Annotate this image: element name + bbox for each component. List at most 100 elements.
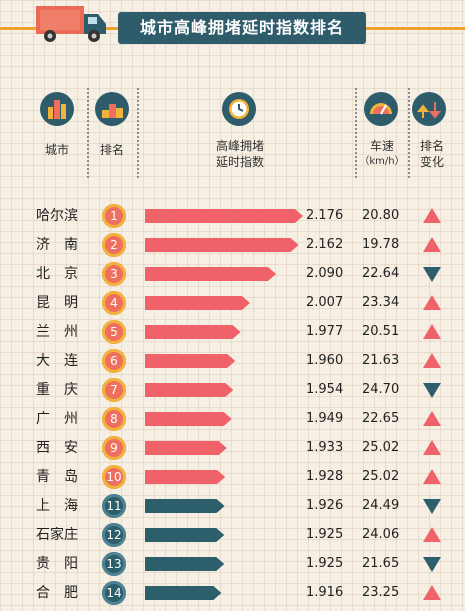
index-bar xyxy=(145,441,227,455)
rank-down-arrow-icon xyxy=(423,499,441,514)
speed-value: 21.65 xyxy=(362,556,400,571)
index-value: 1.933 xyxy=(306,440,344,455)
rank-down-arrow-icon xyxy=(423,383,441,398)
index-bar xyxy=(145,557,225,571)
index-value: 1.977 xyxy=(306,324,344,339)
index-value: 1.960 xyxy=(306,353,344,368)
speedometer-icon xyxy=(364,92,398,126)
rank-up-arrow-icon xyxy=(423,208,441,223)
header-speed-line1: 车速 xyxy=(369,139,394,153)
city-name: 合 肥 xyxy=(36,585,78,601)
speed-value: 22.64 xyxy=(362,266,400,281)
index-value: 1.916 xyxy=(306,585,344,600)
index-value: 1.928 xyxy=(306,469,344,484)
header-index-line1: 高峰拥堵 xyxy=(215,139,264,153)
banner-right-line xyxy=(362,27,465,30)
city-name: 济 南 xyxy=(36,237,78,253)
rank-up-arrow-icon xyxy=(423,411,441,426)
index-bar xyxy=(145,296,250,310)
rank-badge: 11 xyxy=(102,494,126,518)
index-bar xyxy=(145,354,236,368)
rank-badge: 7 xyxy=(102,378,126,402)
podium-icon xyxy=(95,92,129,126)
index-bar xyxy=(145,499,225,513)
index-value: 1.925 xyxy=(306,527,344,542)
rank-badge: 5 xyxy=(102,320,126,344)
index-value: 2.176 xyxy=(306,208,344,223)
rank-badge: 8 xyxy=(102,407,126,431)
rank-down-arrow-icon xyxy=(423,267,441,282)
speed-value: 23.25 xyxy=(362,585,400,600)
rank-badge: 14 xyxy=(102,581,126,605)
index-bar xyxy=(145,412,232,426)
city-name: 昆 明 xyxy=(36,295,78,311)
rank-badge: 3 xyxy=(102,262,126,286)
index-value: 1.954 xyxy=(306,382,344,397)
speed-value: 24.06 xyxy=(362,527,400,542)
rank-badge: 1 xyxy=(102,204,126,228)
index-bar xyxy=(145,238,299,252)
rank-down-arrow-icon xyxy=(423,557,441,572)
truck-icon xyxy=(36,6,106,42)
city-name: 重 庆 xyxy=(36,382,78,398)
index-bar xyxy=(145,528,225,542)
speed-value: 22.65 xyxy=(362,411,400,426)
rank-up-arrow-icon xyxy=(423,527,441,542)
city-name: 兰 州 xyxy=(36,324,78,340)
rank-badge: 9 xyxy=(102,436,126,460)
city-name: 哈尔滨 xyxy=(36,208,78,224)
index-bar xyxy=(145,325,241,339)
speed-value: 23.34 xyxy=(362,295,400,310)
header-change-line2: 变化 xyxy=(419,155,444,169)
speed-value: 25.02 xyxy=(362,440,400,455)
rank-up-arrow-icon xyxy=(423,295,441,310)
city-name: 西 安 xyxy=(36,440,78,456)
header-index-line2: 延时指数 xyxy=(215,155,264,169)
city-name: 石家庄 xyxy=(36,527,78,543)
city-name: 贵 阳 xyxy=(36,556,78,572)
speed-value: 20.51 xyxy=(362,324,400,339)
index-bar xyxy=(145,383,234,397)
page-title: 城市高峰拥堵延时指数排名 xyxy=(118,12,366,44)
rank-badge: 2 xyxy=(102,233,126,257)
speed-value: 19.78 xyxy=(362,237,400,252)
index-value: 1.949 xyxy=(306,411,344,426)
header-speed-line2: （km/h） xyxy=(359,156,405,167)
city-name: 青 岛 xyxy=(36,469,78,485)
city-name: 大 连 xyxy=(36,353,78,369)
index-value: 2.090 xyxy=(306,266,344,281)
rank-badge: 6 xyxy=(102,349,126,373)
index-bar xyxy=(145,267,277,281)
index-bar xyxy=(145,209,303,223)
speed-value: 25.02 xyxy=(362,469,400,484)
index-value: 1.926 xyxy=(306,498,344,513)
banner: 城市高峰拥堵延时指数排名 xyxy=(0,0,465,52)
column-separator xyxy=(355,88,357,178)
city-name: 上 海 xyxy=(36,498,78,514)
city-name: 广 州 xyxy=(36,411,78,427)
rank-badge: 12 xyxy=(102,523,126,547)
city-buildings-icon xyxy=(40,92,74,126)
header-change-line1: 排名 xyxy=(419,139,444,153)
rank-badge: 10 xyxy=(102,465,126,489)
index-bar xyxy=(145,586,222,600)
rank-badge: 13 xyxy=(102,552,126,576)
rank-up-arrow-icon xyxy=(423,440,441,455)
speed-value: 20.80 xyxy=(362,208,400,223)
rank-up-arrow-icon xyxy=(423,237,441,252)
header-city: 城市 xyxy=(44,143,69,157)
index-value: 2.162 xyxy=(306,237,344,252)
speed-value: 24.70 xyxy=(362,382,400,397)
column-separator xyxy=(408,88,410,178)
index-bar xyxy=(145,470,226,484)
index-value: 1.925 xyxy=(306,556,344,571)
speed-value: 24.49 xyxy=(362,498,400,513)
rank-up-arrow-icon xyxy=(423,469,441,484)
speed-value: 21.63 xyxy=(362,353,400,368)
rank-up-arrow-icon xyxy=(423,585,441,600)
trend-icon xyxy=(412,92,446,126)
rank-up-arrow-icon xyxy=(423,353,441,368)
city-name: 北 京 xyxy=(36,266,78,282)
index-value: 2.007 xyxy=(306,295,344,310)
